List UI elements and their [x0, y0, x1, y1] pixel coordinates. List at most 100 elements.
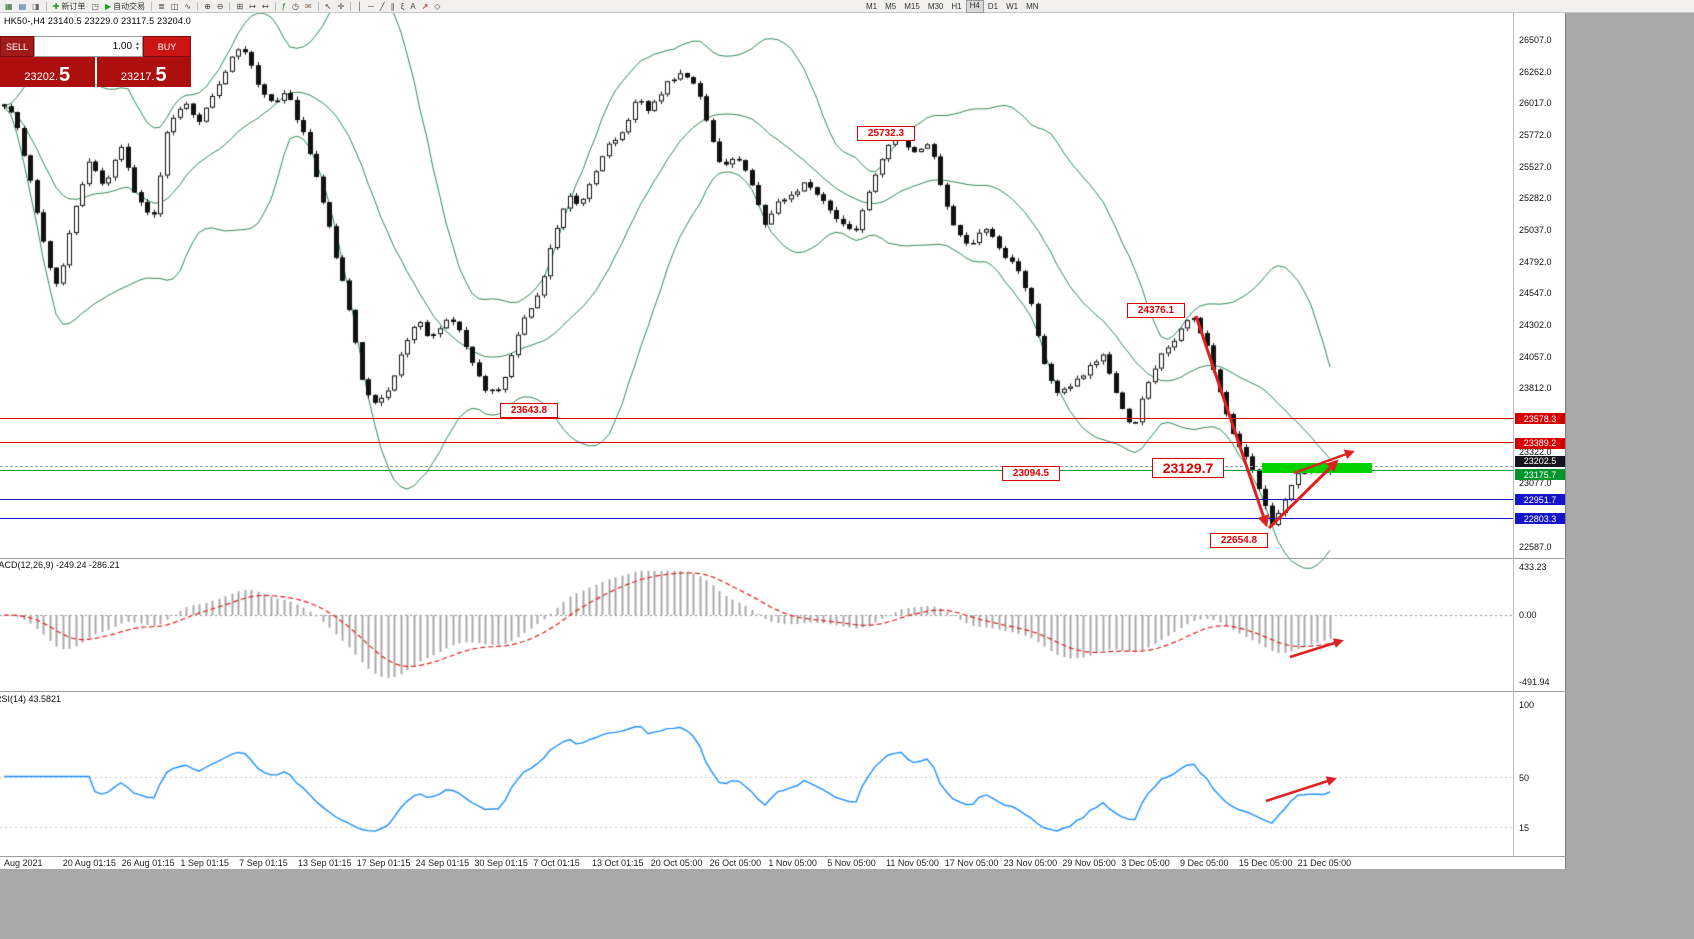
price-axis-label: 23077.0	[1519, 478, 1552, 489]
macd-indicator-label: MACD(12,26,9) -249.24 -286.21	[0, 560, 120, 570]
trendline-icon[interactable]: ╱	[378, 1, 387, 12]
price-axis-divider	[1513, 13, 1514, 856]
sell-button[interactable]: SELL	[0, 36, 34, 57]
timeframe-button-h1[interactable]: H1	[951, 2, 962, 11]
timeframe-button-m1[interactable]: M1	[866, 2, 878, 11]
toolbar-separator	[197, 1, 199, 11]
price-level-badge: 23175.7	[1515, 469, 1565, 481]
macd-pane-divider[interactable]	[0, 558, 1566, 559]
horizontal-line-object[interactable]	[0, 498, 1513, 500]
zoom-in-icon[interactable]: ⊕	[202, 1, 213, 12]
time-axis-label: 20 Oct 05:00	[650, 858, 703, 868]
periods-icon[interactable]: ◷	[290, 1, 301, 12]
one-click-trading-panel: SELL 1.00 ▲ ▼ BUY 23202. 5 23217. 5	[0, 36, 191, 87]
line-chart-icon[interactable]: ∿	[182, 1, 193, 12]
horizontal-line-object[interactable]	[0, 466, 1513, 468]
price-annotation[interactable]: 23643.8	[500, 403, 558, 418]
rsi-axis-label: 50	[1519, 772, 1530, 783]
buy-button[interactable]: BUY	[143, 36, 191, 57]
price-annotation[interactable]: 23094.5	[1002, 466, 1060, 481]
spinner-down-icon[interactable]: ▼	[135, 45, 140, 52]
chart-shift-icon: ↤	[261, 1, 269, 11]
new-chart-icon: ▦	[5, 1, 13, 11]
tile-windows-icon: ⊞	[236, 1, 244, 11]
bid-price-small: 23202.	[24, 71, 59, 83]
horizontal-line-object[interactable]	[0, 517, 1513, 519]
toolbar-separator	[229, 1, 231, 11]
chart-windows-icon: ◨	[32, 1, 40, 11]
time-axis-label: 20 Aug 01:15	[62, 858, 116, 868]
symbol-ohlc-info: HK50-,H4 23140.5 23229.0 23117.5 23204.0	[4, 16, 191, 26]
price-axis-label: 25527.0	[1519, 161, 1552, 172]
volume-spinner[interactable]: ▲ ▼	[135, 40, 140, 52]
templates-icon[interactable]: ✉	[303, 1, 314, 12]
support-zone-rectangle[interactable]	[1262, 462, 1372, 473]
timeframe-button-m15[interactable]: M15	[904, 2, 920, 11]
autotrading-button[interactable]: ▶ 自动交易	[103, 1, 147, 12]
chart-profiles-icon[interactable]: ▤	[17, 1, 29, 12]
horizontal-line-object[interactable]	[0, 442, 1513, 444]
volume-input[interactable]: 1.00 ▲ ▼	[34, 36, 143, 57]
time-axis-label: 9 Dec 05:00	[1180, 858, 1229, 868]
ask-price-big: 5	[155, 64, 167, 86]
zoom-out-icon[interactable]: ⊖	[215, 1, 226, 12]
timeframe-button-h4[interactable]: H4	[965, 0, 984, 13]
price-level-badge: 23202.5	[1515, 455, 1565, 467]
time-axis-label: 3 Dec 05:00	[1121, 858, 1170, 868]
channel-icon: ∥	[390, 1, 395, 11]
arrows-tool-icon[interactable]: ↗	[420, 1, 431, 12]
fibonacci-icon: ξ	[400, 1, 405, 11]
timeframe-button-mn[interactable]: MN	[1026, 2, 1039, 11]
spinner-up-icon[interactable]: ▲	[135, 40, 140, 47]
horizontal-line-object[interactable]	[0, 469, 1513, 471]
time-axis-label: Aug 2021	[4, 858, 43, 868]
new-order-button[interactable]: ✚ 新订单	[51, 1, 88, 12]
expert-advisors-icon[interactable]: ◳	[89, 1, 101, 12]
time-axis-label: 26 Oct 05:00	[709, 858, 762, 868]
tile-windows-icon[interactable]: ⊞	[234, 1, 245, 12]
new-chart-icon[interactable]: ▦	[3, 1, 15, 12]
timeframe-toolbar: M1 M5 M15 M30 H1 H4 D1 W1 MN	[862, 0, 1043, 13]
horizontal-line-object[interactable]	[0, 417, 1513, 419]
time-axis-label: 1 Sep 01:15	[180, 858, 229, 868]
candles-chart-icon[interactable]: ◫	[169, 1, 181, 12]
rsi-pane-divider[interactable]	[0, 691, 1566, 692]
ask-price: 23217. 5	[96, 57, 191, 87]
bid-price: 23202. 5	[0, 57, 95, 87]
timeframe-button-w1[interactable]: W1	[1006, 2, 1019, 11]
bars-chart-icon: ≣	[158, 1, 165, 11]
shapes-tool-icon[interactable]: ◇	[432, 1, 442, 12]
autotrading-button: ▶	[104, 1, 112, 11]
price-axis-label: 25037.0	[1519, 224, 1552, 235]
timeframe-button-m30[interactable]: M30	[927, 2, 944, 11]
timeframe-button-d1[interactable]: D1	[987, 2, 999, 11]
text-label-icon[interactable]: A	[408, 1, 417, 12]
bars-chart-icon[interactable]: ≣	[156, 1, 167, 12]
chart-shift-icon[interactable]: ↤	[260, 1, 271, 12]
time-axis-label: 7 Oct 01:15	[533, 858, 580, 868]
text-label-icon: A	[410, 1, 416, 11]
timeframe-button-m5[interactable]: M5	[885, 2, 897, 11]
indicators-icon[interactable]: ƒ	[280, 1, 288, 12]
arrows-tool-icon: ↗	[421, 1, 429, 11]
macd-axis-min: -491.94	[1519, 677, 1550, 687]
chart-windows-icon[interactable]: ◨	[30, 1, 42, 12]
time-axis-label: 29 Nov 05:00	[1062, 858, 1116, 868]
cursor-icon[interactable]: ↖	[323, 1, 334, 12]
fibonacci-icon[interactable]: ξ	[399, 1, 407, 12]
channel-icon[interactable]: ∥	[389, 1, 397, 12]
time-axis-label: 1 Nov 05:00	[768, 858, 817, 868]
time-axis-label: 7 Sep 01:15	[239, 858, 288, 868]
price-annotation[interactable]: 25732.3	[857, 126, 915, 141]
horizontal-line-icon[interactable]: ─	[366, 1, 376, 12]
crosshair-icon[interactable]: ✛	[335, 1, 346, 12]
toolbar-separator	[350, 1, 352, 11]
price-annotation[interactable]: 22654.8	[1210, 533, 1268, 548]
crosshair-icon: ✛	[337, 1, 345, 11]
price-annotation[interactable]: 24376.1	[1127, 303, 1185, 318]
price-annotation[interactable]: 23129.7	[1152, 458, 1224, 478]
vertical-line-icon[interactable]: │	[355, 1, 364, 12]
ask-price-small: 23217.	[120, 71, 155, 83]
auto-scroll-icon[interactable]: ↦	[247, 1, 258, 12]
